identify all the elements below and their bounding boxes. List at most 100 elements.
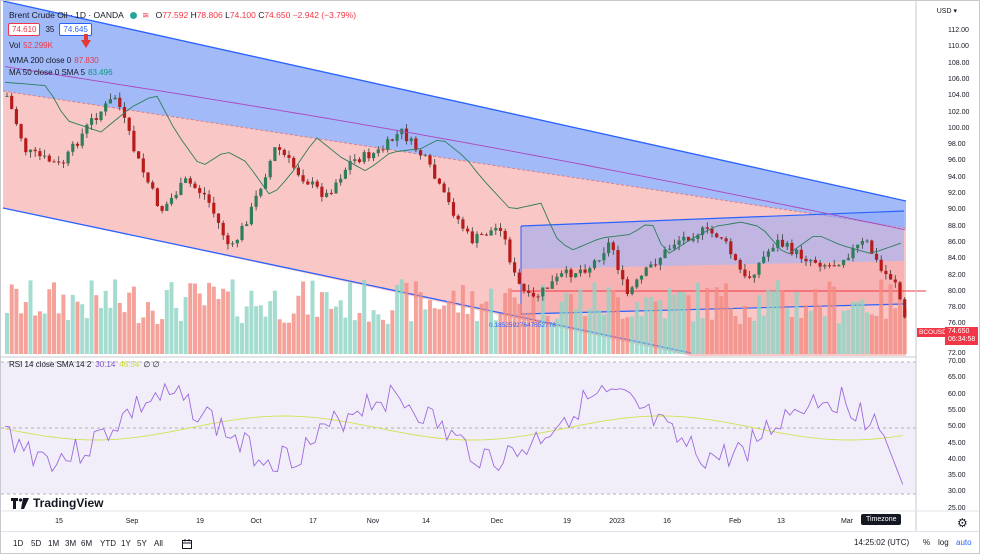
volume-bar (813, 288, 818, 354)
candle-body (19, 124, 23, 139)
timeframe-button[interactable]: 5Y (137, 539, 147, 548)
candle-body (5, 95, 9, 97)
volume-bar (197, 293, 202, 354)
timeframe-button[interactable]: All (154, 539, 163, 548)
volume-bar (460, 285, 465, 354)
volume-bar (794, 292, 799, 354)
volume-bar (789, 316, 794, 354)
volume-bar (761, 315, 766, 354)
log-toggle[interactable]: log (938, 538, 949, 547)
sell-price-box[interactable]: 74.610 (8, 23, 41, 36)
candle-body (498, 227, 503, 231)
candle-body (179, 182, 183, 195)
candle-body (245, 224, 249, 227)
rsi-tick: 45.00 (948, 439, 966, 447)
tradingview-logo-icon (11, 497, 29, 509)
candle-body (47, 155, 51, 162)
volume-bar (550, 322, 555, 354)
candle-body (522, 283, 526, 291)
candle-body (719, 237, 723, 239)
wave-icon: ≋ (142, 10, 150, 20)
volume-bar (832, 286, 837, 354)
currency-selector[interactable]: USD ▾ (936, 8, 957, 15)
volume-bar (66, 319, 71, 354)
tradingview-logo[interactable]: TradingView (11, 496, 103, 510)
candle-body (386, 139, 390, 150)
candle-body (569, 269, 573, 278)
volume-bar (357, 313, 362, 354)
candle-body (320, 186, 324, 197)
time-tick: Dec (490, 518, 504, 525)
volume-bar (207, 282, 212, 354)
volume-bar (404, 282, 409, 354)
volume-bar (334, 306, 338, 354)
symbol-title[interactable]: Brent Crude Oil · 1D · OANDA (9, 10, 124, 20)
candle-body (127, 117, 131, 131)
candle-body (475, 234, 479, 244)
candle-body (461, 219, 465, 229)
timeframe-button[interactable]: 1D (13, 539, 24, 548)
candle-body (160, 205, 164, 211)
timeframe-button[interactable]: YTD (100, 539, 116, 548)
volume-bar (28, 280, 33, 354)
volume-bar (587, 308, 592, 354)
price-tick: 94.00 (948, 173, 966, 181)
volume-bar (296, 295, 301, 354)
buy-price-box[interactable]: 74.645 (59, 23, 92, 36)
volume-bar (456, 312, 461, 354)
volume-bar (902, 309, 907, 354)
volume-bar (507, 288, 512, 354)
volume-bar (409, 321, 414, 354)
ma-legend[interactable]: MA 50 close 0 SMA 5 83.496 (9, 68, 113, 77)
volume-bar (376, 314, 381, 354)
candle-body (367, 152, 371, 159)
rsi-legend[interactable]: RSI 14 close SMA 14 2 30.14 46.54 ∅ ∅ (9, 360, 160, 369)
timeframe-button[interactable]: 1M (48, 539, 60, 548)
volume-bar (52, 282, 56, 354)
price-tick: 108.00 (948, 59, 970, 67)
volume-bar (752, 320, 757, 354)
gear-icon[interactable]: ⚙ (957, 516, 968, 530)
volume-bar (677, 291, 682, 354)
percent-toggle[interactable]: % (923, 538, 931, 547)
volume-legend[interactable]: Vol 52.299K (9, 41, 53, 50)
candle-body (212, 202, 216, 214)
calendar-icon[interactable] (182, 539, 192, 549)
volume-bar (512, 297, 517, 354)
bid-ask-boxes[interactable]: 74.610 35 74.645 (8, 23, 92, 36)
volume-bar (305, 314, 310, 354)
volume-bar (61, 294, 66, 354)
volume-bar (169, 282, 174, 354)
candle-body (428, 155, 432, 165)
timeframe-button[interactable]: 6M (81, 539, 93, 548)
candle-body (771, 247, 775, 252)
candle-body (24, 138, 28, 153)
candle-body (513, 262, 517, 273)
rsi-line (4, 382, 904, 485)
candle-body (903, 299, 907, 318)
candle-body (61, 162, 65, 164)
timeframe-button[interactable]: 5D (31, 539, 42, 548)
volume-bar (766, 289, 771, 354)
auto-toggle[interactable]: auto (956, 538, 972, 547)
candle-body (790, 242, 794, 255)
volume-bar (653, 301, 658, 354)
volume-bar (188, 283, 193, 354)
timeframe-button[interactable]: 1Y (121, 539, 131, 548)
candle-body (113, 97, 117, 100)
volume-bar (348, 282, 353, 354)
volume-bar (686, 295, 691, 354)
volume-bar (47, 289, 52, 354)
candle-body (588, 268, 592, 273)
candle-body (282, 149, 286, 156)
timeframe-button[interactable]: 3M (65, 539, 77, 548)
candle-body (343, 169, 347, 179)
clock-readout[interactable]: 14:25:02 (UTC) (854, 538, 910, 547)
candle-body (658, 258, 662, 265)
ma-value: 83.496 (88, 68, 113, 77)
wma-legend[interactable]: WMA 200 close 0 87.830 (9, 56, 99, 65)
ma-50-line (4, 81, 902, 255)
volume-bar (235, 316, 240, 354)
volume-bar (663, 318, 667, 354)
